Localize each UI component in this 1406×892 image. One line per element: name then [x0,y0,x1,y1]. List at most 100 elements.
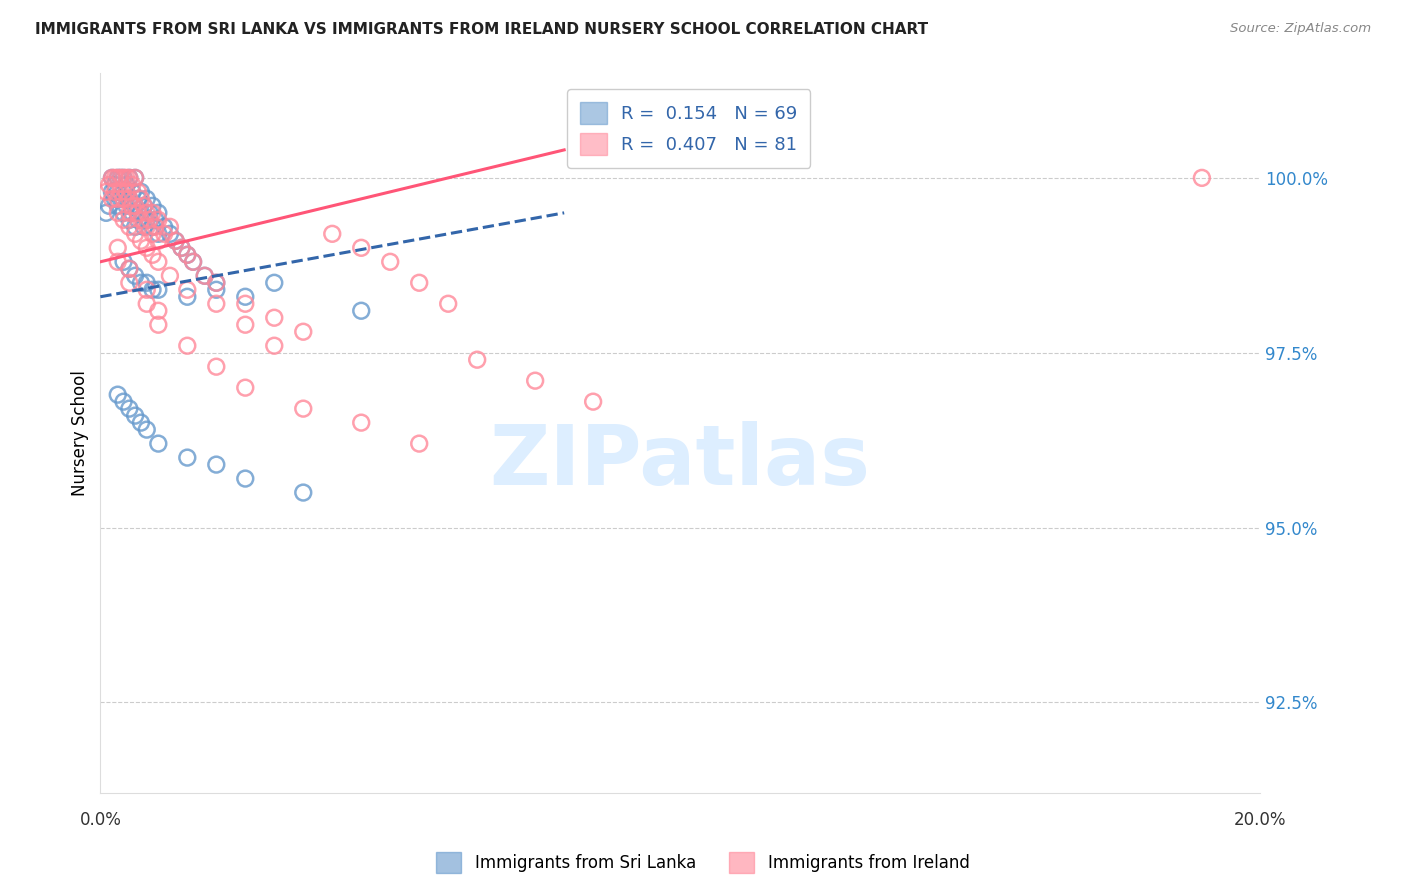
Point [132,199,155,213]
Point [118,401,141,416]
Point [112,170,135,185]
Point [112,192,135,206]
Point [104,178,127,192]
Point [263,276,285,290]
Point [465,352,488,367]
Y-axis label: Nursery School: Nursery School [72,370,89,496]
Point [118,219,141,234]
Point [124,409,146,423]
Point [107,387,129,401]
Point [124,227,146,241]
Point [101,170,124,185]
Point [104,170,127,185]
Point [141,248,163,262]
Point [127,192,149,206]
Point [582,394,605,409]
Point [118,170,141,185]
Point [115,199,138,213]
Point [1191,170,1213,185]
Point [205,276,228,290]
Point [350,241,373,255]
Point [101,170,124,185]
Point [132,219,155,234]
Point [132,199,155,213]
Point [153,219,176,234]
Point [141,206,163,220]
Point [115,178,138,192]
Point [127,185,149,199]
Point [176,339,198,353]
Point [107,185,129,199]
Point [233,318,256,332]
Point [127,212,149,227]
Legend: R =  0.154   N = 69, R =  0.407   N = 81: R = 0.154 N = 69, R = 0.407 N = 81 [567,89,810,168]
Point [121,178,143,192]
Point [94,185,117,199]
Point [127,206,149,220]
Point [141,283,163,297]
Point [292,401,315,416]
Point [233,290,256,304]
Point [138,212,160,227]
Point [112,394,135,409]
Point [205,283,228,297]
Point [118,192,141,206]
Point [350,416,373,430]
Point [165,234,187,248]
Point [129,185,152,199]
Point [292,325,315,339]
Point [176,248,198,262]
Point [437,297,460,311]
Point [233,297,256,311]
Point [129,276,152,290]
Point [205,297,228,311]
Point [135,219,157,234]
Point [148,227,170,241]
Point [148,254,170,268]
Point [112,212,135,227]
Point [118,206,141,220]
Point [129,212,152,227]
Point [121,185,143,199]
Point [107,206,129,220]
Text: ZIPatlas: ZIPatlas [489,421,870,502]
Point [129,234,152,248]
Point [107,170,129,185]
Point [205,359,228,374]
Point [135,297,157,311]
Point [135,276,157,290]
Point [112,206,135,220]
Point [170,241,193,255]
Point [194,268,217,283]
Point [135,212,157,227]
Point [148,234,170,248]
Point [233,472,256,486]
Point [408,276,430,290]
Point [176,450,198,465]
Point [118,192,141,206]
Point [135,241,157,255]
Point [159,219,181,234]
Point [321,227,343,241]
Point [124,170,146,185]
Point [524,374,547,388]
Text: 0.0%: 0.0% [79,811,121,829]
Point [118,276,141,290]
Point [159,268,181,283]
Point [292,485,315,500]
Point [194,268,217,283]
Point [118,170,141,185]
Point [135,206,157,220]
Point [205,458,228,472]
Point [135,192,157,206]
Point [124,219,146,234]
Point [148,212,170,227]
Point [98,178,121,192]
Point [148,206,170,220]
Point [107,254,129,268]
Point [145,219,167,234]
Point [141,227,163,241]
Point [110,170,132,185]
Point [159,227,181,241]
Point [145,212,167,227]
